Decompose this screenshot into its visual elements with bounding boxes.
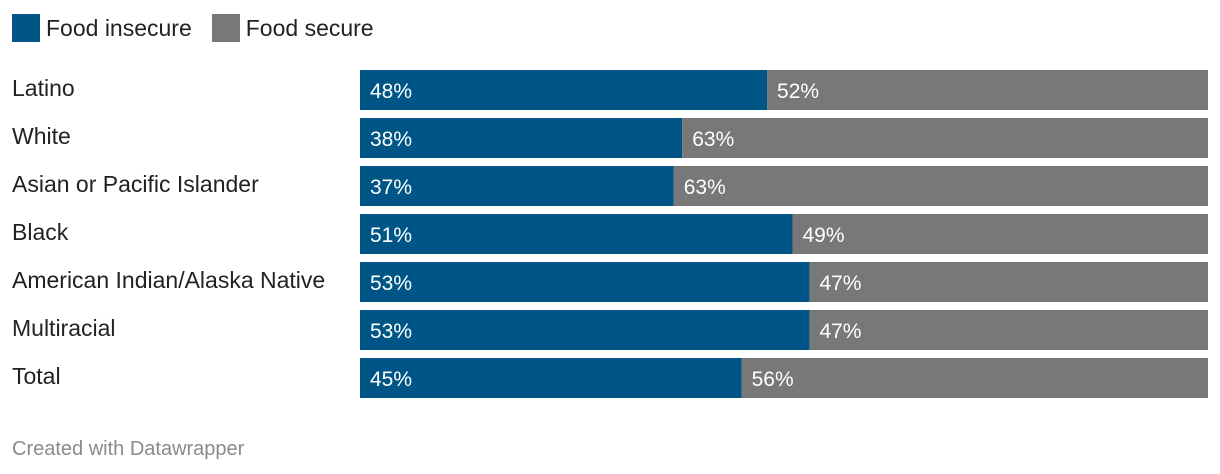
data-label-food-insecure-white: 38% (370, 128, 412, 151)
data-label-food-secure-total: 56% (752, 368, 794, 391)
bar-food-secure-multiracial (809, 310, 1208, 350)
bar-food-secure-white (682, 118, 1208, 158)
legend-label-food-secure: Food secure (245, 14, 374, 41)
bar-food-insecure-black (360, 214, 793, 254)
data-label-food-secure-black: 49% (802, 224, 844, 247)
data-label-food-insecure-total: 45% (370, 368, 412, 391)
bar-food-secure-total (741, 358, 1208, 398)
category-label-black: Black (12, 219, 69, 245)
bar-food-insecure-white (360, 118, 683, 158)
bar-food-insecure-asian-or-pacific-islander (360, 166, 674, 206)
category-label-latino: Latino (12, 75, 75, 101)
bar-food-insecure-latino (360, 70, 768, 110)
bar-food-secure-black (792, 214, 1208, 254)
legend-item-food-insecure: Food insecure (12, 14, 192, 42)
data-label-food-insecure-latino: 48% (370, 80, 412, 103)
footer-credit[interactable]: Created with Datawrapper (12, 438, 245, 460)
data-label-food-secure-multiracial: 47% (819, 320, 861, 343)
data-label-food-insecure-asian-or-pacific-islander: 37% (370, 176, 412, 199)
legend-swatch-food-insecure (12, 14, 40, 42)
category-label-multiracial: Multiracial (12, 315, 116, 341)
data-label-food-secure-asian-or-pacific-islander: 63% (684, 176, 726, 199)
data-label-food-insecure-multiracial: 53% (370, 320, 412, 343)
legend-label-food-insecure: Food insecure (46, 14, 192, 41)
legend-swatch-food-secure (211, 14, 240, 42)
data-label-food-secure-latino: 52% (777, 80, 819, 103)
legend: Food insecure Food secure (12, 12, 394, 44)
data-label-food-secure-white: 63% (692, 128, 734, 151)
data-label-food-insecure-american-indian-alaska-native: 53% (370, 272, 412, 295)
bar-food-secure-american-indian-alaska-native (809, 262, 1208, 302)
category-label-white: White (12, 123, 71, 149)
category-label-total: Total (12, 363, 61, 389)
data-label-food-insecure-black: 51% (370, 224, 412, 247)
bar-food-insecure-multiracial (360, 310, 810, 350)
data-label-food-secure-american-indian-alaska-native: 47% (819, 272, 861, 295)
bar-food-secure-asian-or-pacific-islander (673, 166, 1208, 206)
category-label-asian-or-pacific-islander: Asian or Pacific Islander (12, 171, 259, 197)
bar-food-secure-latino (767, 70, 1208, 110)
bar-food-insecure-total (360, 358, 742, 398)
legend-item-food-secure: Food secure (211, 14, 374, 42)
bar-food-insecure-american-indian-alaska-native (360, 262, 810, 302)
category-label-american-indian-alaska-native: American Indian/Alaska Native (12, 267, 325, 293)
